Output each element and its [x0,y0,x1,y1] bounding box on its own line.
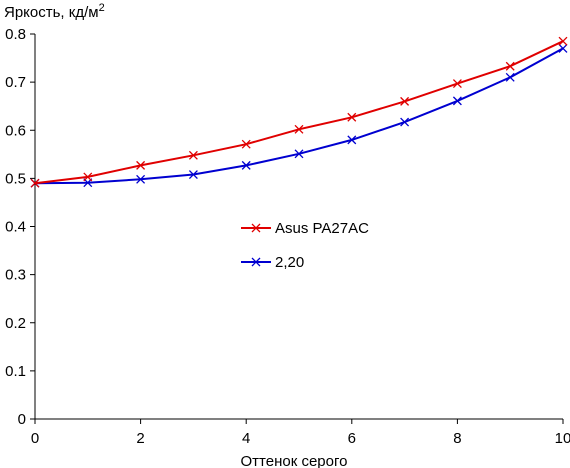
data-point [505,72,515,82]
data-point [83,172,93,182]
data-point [241,139,251,149]
legend-swatch-marker [251,257,261,267]
y-tick-labels: 0 0.1 0.2 0.3 0.4 0.5 0.6 0.7 0.8 [5,26,26,428]
x-tick-label: 6 [348,430,356,447]
y-tick-label: 0 [18,411,26,428]
y-tick-label: 0.7 [5,74,26,91]
data-point [241,160,251,170]
x-axis-title: Оттенок серого [241,453,348,468]
data-point [400,117,410,127]
data-point [188,150,198,160]
x-tick-labels: 0 2 4 6 8 10 [31,430,570,447]
data-point [347,112,357,122]
x-tick-label: 0 [31,430,39,447]
x-tick-label: 2 [136,430,144,447]
x-tick-label: 10 [555,430,570,447]
data-point [294,149,304,159]
data-point [347,135,357,145]
data-point [30,178,40,188]
data-point [188,170,198,179]
y-axis-title-superscript: 2 [99,2,105,14]
legend-label: 2,20 [275,254,304,271]
data-point [452,79,462,89]
y-tick-label: 0.8 [5,26,26,43]
series-line [34,47,564,185]
series-gamma-2-20 [30,43,568,188]
series-lines [30,36,568,188]
series-asus-pa27ac [30,36,568,188]
y-tick-label: 0.2 [5,315,26,332]
data-point [505,61,515,71]
legend-swatch-marker [251,223,261,233]
data-point [558,43,568,53]
y-tick-label: 0.3 [5,267,26,284]
data-point [136,160,146,170]
x-tick-label: 4 [242,430,250,447]
legend-label: Asus PA27AC [275,220,369,237]
legend: Asus PA27AC 2,20 [241,220,369,271]
data-point [136,174,146,184]
y-tick-label: 0.6 [5,122,26,139]
legend-item-asus-pa27ac: Asus PA27AC [241,220,369,237]
legend-item-gamma-2-20: 2,20 [241,254,304,271]
series-line [34,40,564,185]
data-point [452,96,462,106]
axes [30,33,564,424]
x-tick-label: 8 [453,430,461,447]
data-point [294,124,304,134]
y-axis-title: Яркость, кд/м2 [4,2,105,21]
y-axis-title-text: Яркость, кд/м [4,4,99,21]
y-tick-label: 0.5 [5,170,26,187]
data-point [400,96,410,106]
data-point [558,36,568,46]
y-tick-label: 0.4 [5,219,26,236]
y-tick-label: 0.1 [5,363,26,380]
